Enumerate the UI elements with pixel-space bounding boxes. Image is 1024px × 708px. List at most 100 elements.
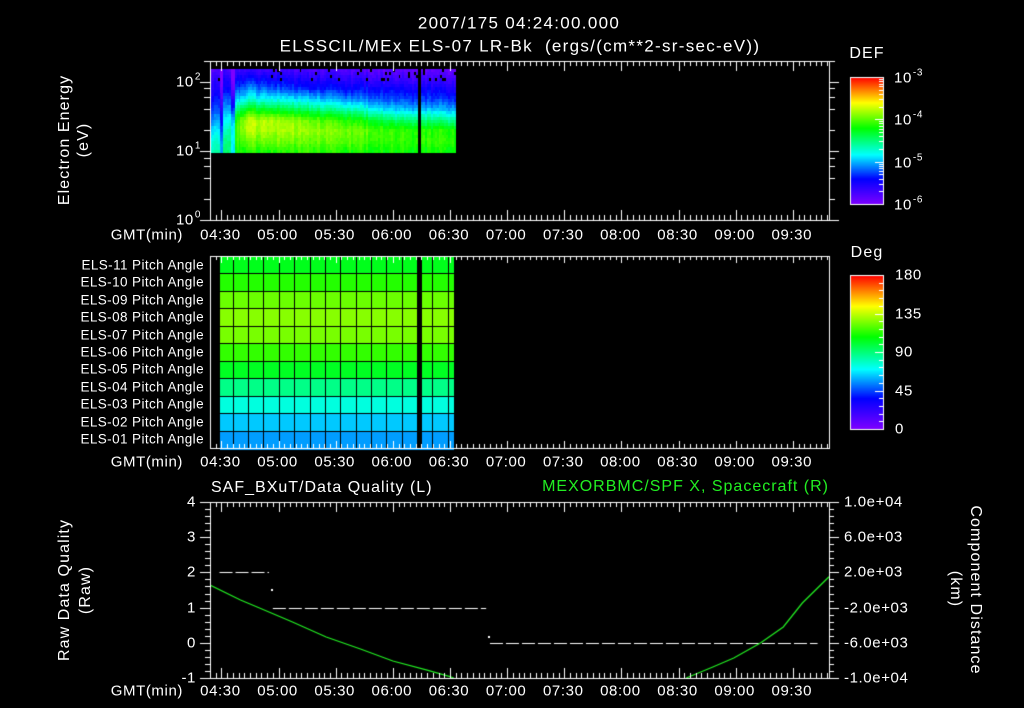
time-tick-label: 08:00 — [600, 453, 641, 471]
data-quality-tick-label: 2 — [187, 563, 196, 581]
time-tick-label: 09:30 — [771, 453, 813, 471]
pitch-angle-panel — [210, 256, 829, 448]
data-quality-axis-label: Raw Data Quality — [56, 518, 73, 662]
deg-colorbar-tick: 0 — [895, 420, 904, 438]
distance-tick-label: -1.0e+04 — [844, 669, 909, 687]
time-tick-label: 05:30 — [314, 453, 355, 471]
def-colorbar-tick-base: 10 — [894, 196, 912, 214]
time-tick-label: 08:30 — [657, 682, 698, 700]
time-tick-label: 06:30 — [428, 226, 470, 244]
def-colorbar-tick-exponent: -3 — [912, 67, 923, 79]
def-colorbar-tick-exponent: -5 — [912, 152, 923, 164]
def-colorbar-tick: 10-4 — [894, 109, 923, 129]
data-quality-tick-label: -1 — [181, 669, 196, 687]
energy-tick-label-base: 10 — [175, 211, 194, 229]
pitch-angle-row-label: ELS-02 Pitch Angle — [80, 414, 204, 430]
time-tick-label: 04:30 — [200, 453, 241, 471]
plot-date-time: 2007/175 04:24:00.000 — [417, 13, 621, 33]
data-quality-axis-units: (Raw) — [77, 565, 94, 615]
energy-tick-label-exponent: 1 — [194, 140, 201, 152]
pitch-angle-row-label: ELS-06 Pitch Angle — [80, 344, 204, 360]
data-quality-panel — [210, 502, 829, 678]
pitch-angle-row-label: ELS-03 Pitch Angle — [80, 396, 204, 412]
pitch-angle-row-label: ELS-10 Pitch Angle — [80, 274, 204, 290]
def-colorbar-tick: 10-6 — [894, 194, 923, 214]
distance-tick-label: 6.0e+03 — [844, 528, 903, 546]
time-tick-label: 07:00 — [485, 453, 527, 471]
distance-tick-label: -2.0e+03 — [844, 599, 909, 617]
time-tick-label: 07:30 — [542, 682, 584, 700]
time-tick-label: 09:00 — [714, 682, 755, 700]
def-colorbar-tick: 10-3 — [894, 67, 923, 87]
distance-tick-label: 1.0e+04 — [844, 493, 903, 511]
right-series-title: MEXORBMC/SPF X, Spacecraft (R) — [542, 478, 829, 495]
energy-axis-units: (eV) — [75, 122, 92, 158]
energy-tick-label-exponent: 0 — [194, 209, 201, 221]
def-colorbar-tick-base: 10 — [894, 154, 912, 172]
pitch-angle-row-label: ELS-07 Pitch Angle — [80, 326, 204, 342]
time-tick-label: 07:00 — [485, 226, 527, 244]
pitch-angle-row-label: ELS-01 Pitch Angle — [80, 431, 204, 447]
pitch-angle-row-label: ELS-04 Pitch Angle — [80, 379, 204, 395]
pitch-angle-row-label: ELS-09 Pitch Angle — [80, 291, 204, 307]
time-tick-label: 07:00 — [485, 682, 527, 700]
time-tick-label: 05:30 — [314, 226, 355, 244]
def-colorbar-tick-base: 10 — [894, 111, 912, 129]
time-tick-label: 09:30 — [771, 682, 813, 700]
energy-axis-label: Electron Energy — [56, 74, 73, 206]
data-quality-tick-label: 4 — [187, 493, 196, 511]
def-colorbar-tick: 10-5 — [894, 152, 923, 172]
time-tick-label: 09:00 — [714, 453, 755, 471]
pitch-angle-row-label: ELS-08 Pitch Angle — [80, 309, 204, 325]
left-series-title: SAF_BXuT/Data Quality (L) — [211, 479, 433, 496]
energy-spectrogram-panel — [210, 61, 829, 220]
time-tick-label: 06:30 — [428, 453, 470, 471]
deg-colorbar-tick: 45 — [895, 382, 913, 399]
def-colorbar — [850, 77, 883, 204]
time-tick-label: 05:00 — [257, 226, 298, 244]
time-tick-label: 08:30 — [657, 453, 698, 471]
pitch-angle-row-label: ELS-11 Pitch Angle — [81, 256, 204, 272]
deg-colorbar — [850, 275, 883, 429]
time-tick-label: 08:00 — [600, 682, 641, 700]
energy-tick-label-base: 10 — [175, 73, 194, 91]
data-quality-tick-label: 1 — [187, 599, 196, 617]
deg-colorbar-tick: 90 — [895, 343, 913, 361]
energy-tick-label-exponent: 2 — [194, 71, 201, 83]
time-tick-label: 06:00 — [371, 226, 413, 244]
def-colorbar-tick-exponent: -4 — [912, 109, 923, 121]
distance-axis-units: (km) — [947, 570, 964, 608]
time-tick-label: 05:00 — [257, 682, 298, 700]
time-tick-label: 09:00 — [714, 226, 755, 244]
def-colorbar-tick-base: 10 — [894, 69, 912, 87]
time-tick-label: 05:30 — [314, 682, 355, 700]
data-quality-tick-label: 3 — [187, 528, 196, 546]
time-tick-label: 04:30 — [200, 682, 241, 700]
time-tick-label: 04:30 — [200, 226, 241, 244]
time-axis-label: GMT(min) — [110, 682, 183, 700]
time-tick-label: 08:00 — [600, 226, 641, 244]
def-colorbar-tick-exponent: -6 — [912, 194, 923, 206]
time-tick-label: 07:30 — [542, 453, 584, 471]
plot-title: ELSSCIL/MEx ELS-07 LR-Bk (ergs/(cm**2-sr… — [279, 36, 761, 56]
data-quality-tick-label: 0 — [187, 634, 196, 652]
pitch-angle-row-label: ELS-05 Pitch Angle — [80, 361, 204, 377]
def-colorbar-label: DEF — [849, 45, 885, 62]
time-tick-label: 05:00 — [257, 453, 298, 471]
time-axis-label: GMT(min) — [110, 453, 183, 471]
deg-colorbar-tick: 180 — [895, 266, 922, 284]
distance-tick-label: 2.0e+03 — [844, 563, 903, 581]
energy-tick-label: 100 — [175, 209, 201, 229]
distance-tick-label: -6.0e+03 — [844, 634, 909, 652]
time-tick-label: 08:30 — [657, 226, 698, 244]
distance-axis-label: Component Distance — [967, 505, 984, 675]
energy-tick-label: 102 — [175, 71, 201, 91]
time-tick-label: 06:00 — [371, 682, 413, 700]
time-tick-label: 09:30 — [771, 226, 813, 244]
energy-tick-label: 101 — [176, 140, 201, 159]
deg-colorbar-tick: 135 — [895, 305, 922, 322]
time-tick-label: 06:00 — [371, 453, 413, 471]
time-tick-label: 06:30 — [428, 682, 470, 700]
